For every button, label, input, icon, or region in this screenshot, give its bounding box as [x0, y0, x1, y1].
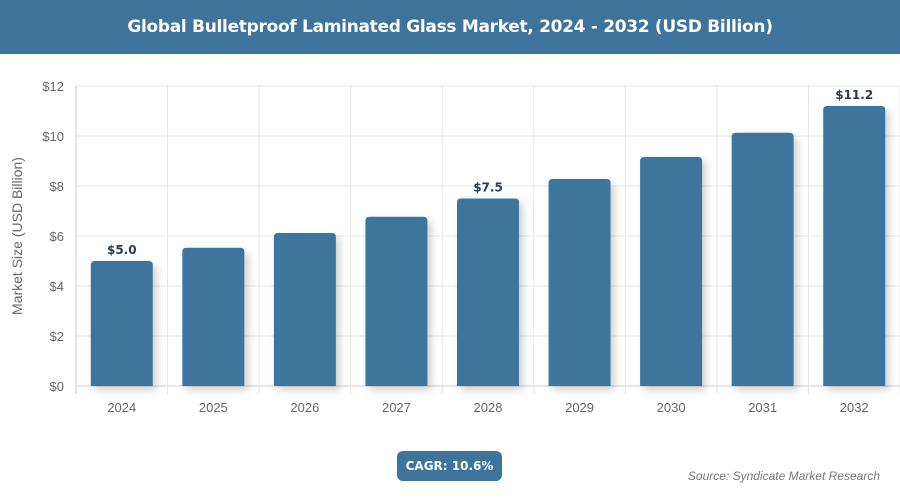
- cagr-badge: CAGR: 10.6%: [397, 451, 502, 481]
- x-tick-label: 2026: [290, 400, 319, 415]
- bar-2032: [823, 106, 886, 386]
- y-tick-label: $12: [42, 79, 64, 94]
- x-tick-label: 2029: [565, 400, 594, 415]
- x-tick-label: 2027: [382, 400, 411, 415]
- x-tick-label: 2031: [748, 400, 777, 415]
- bar-2024: [90, 261, 153, 386]
- x-tick-label: 2032: [840, 400, 869, 415]
- bar-2025: [182, 247, 245, 386]
- x-tick-label: 2024: [107, 400, 136, 415]
- y-tick-label: $4: [50, 279, 64, 294]
- bar-2028: [457, 198, 519, 386]
- x-tick-label: 2030: [657, 400, 686, 415]
- data-label-2032: $11.2: [835, 88, 873, 102]
- x-tick-label: 2025: [199, 400, 228, 415]
- bar-2031: [731, 132, 794, 386]
- bar-chart: $0 $2 $4 $6 $8 $10 $12 Market Size (USD Billion…: [9, 79, 900, 415]
- x-tick-label: 2028: [474, 400, 503, 415]
- y-tick-label: $10: [42, 129, 64, 144]
- data-label-2028: $7.5: [473, 181, 503, 195]
- y-tick-label: $0: [50, 379, 64, 394]
- bar-2030: [640, 157, 703, 386]
- y-tick-label: $2: [50, 329, 64, 344]
- chart-title: Global Bulletproof Laminated Glass Marke…: [0, 0, 900, 54]
- bar-2027: [365, 216, 428, 386]
- y-axis-title: Market Size (USD Billion): [9, 157, 25, 315]
- data-label-2024: $5.0: [107, 243, 137, 257]
- bar-2029: [548, 179, 611, 386]
- y-tick-label: $8: [50, 179, 64, 194]
- y-tick-label: $6: [50, 229, 64, 244]
- bar-2026: [273, 233, 336, 386]
- source-note: Source: Syndicate Market Research: [687, 469, 880, 483]
